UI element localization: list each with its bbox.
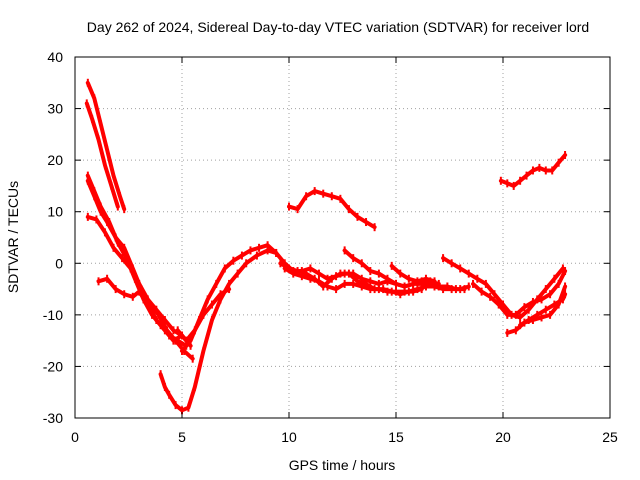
y-tick-label: 0	[55, 255, 63, 271]
series-line	[96, 276, 193, 348]
plot-frame	[74, 56, 611, 419]
y-tick-label: 30	[47, 101, 63, 117]
y-tick-label: -20	[43, 358, 63, 374]
series-arc-9	[180, 241, 467, 355]
series-arc-1	[85, 78, 127, 214]
series-line	[505, 284, 568, 335]
series-arc-10	[287, 187, 377, 232]
x-tick-label: 10	[281, 429, 297, 445]
y-tick-label: -30	[43, 410, 63, 426]
y-tick-label: 40	[47, 49, 63, 65]
series-arc-12	[282, 264, 424, 296]
series-line	[158, 248, 279, 413]
x-tick-label: 0	[71, 429, 79, 445]
series-arc-2	[84, 99, 120, 211]
x-tick-label: 5	[178, 429, 186, 445]
x-tick-label: 15	[388, 429, 404, 445]
series-line	[180, 243, 467, 353]
series-line	[85, 173, 189, 348]
grid-layer	[75, 57, 610, 418]
series-arc-5	[85, 212, 184, 340]
tick-layer: 0 5 10 15 20 25 -30 -20 -10 0 10 20 30 40	[43, 49, 618, 445]
series-arc-6	[96, 274, 193, 350]
x-tick-label: 25	[602, 429, 618, 445]
series-line	[471, 269, 568, 317]
x-tick-label: 20	[495, 429, 511, 445]
series-arc-17	[505, 282, 568, 337]
series-line	[389, 263, 437, 284]
series-layer	[84, 78, 568, 415]
series-arc-4	[85, 176, 195, 363]
series-arc-3	[85, 171, 189, 350]
series-arc-18	[518, 290, 568, 330]
chart-title: Day 262 of 2024, Sidereal Day-to-day VTE…	[87, 19, 589, 35]
series-arc-19	[498, 150, 568, 190]
series-arc-14	[389, 261, 437, 286]
series-arc-16	[471, 267, 568, 319]
x-axis-label: GPS time / hours	[289, 457, 396, 473]
y-tick-label: -10	[43, 307, 63, 323]
y-axis-label: SDTVAR / TECUs	[5, 181, 21, 293]
y-tick-label: 20	[47, 152, 63, 168]
series-line	[85, 214, 184, 338]
y-tick-label: 10	[47, 204, 63, 220]
